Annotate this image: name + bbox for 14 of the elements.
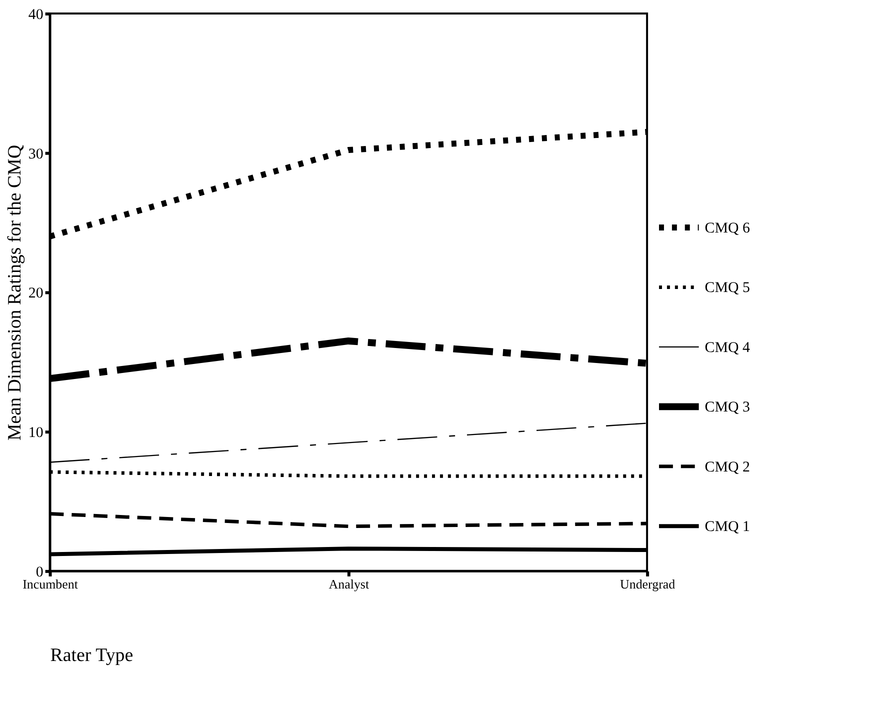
y-axis-title: Mean Dimension Ratings for the CMQ (4, 144, 26, 441)
x-tick-label: Undergrad (620, 576, 676, 592)
legend-label: CMQ 3 (704, 400, 750, 416)
x-tick-label: Analyst (328, 576, 370, 592)
y-tick-label: 10 (28, 425, 44, 442)
legend-label: CMQ 4 (704, 340, 751, 356)
legend-label: CMQ 6 (704, 220, 751, 236)
y-tick-label: 40 (28, 6, 44, 23)
y-tick-label: 30 (28, 146, 44, 162)
legend-label: CMQ 5 (704, 280, 750, 296)
x-axis-title: Rater Type (50, 645, 134, 666)
legend-label: CMQ 1 (704, 519, 750, 536)
legend-label: CMQ 2 (704, 459, 750, 476)
y-tick-label: 20 (28, 286, 44, 302)
